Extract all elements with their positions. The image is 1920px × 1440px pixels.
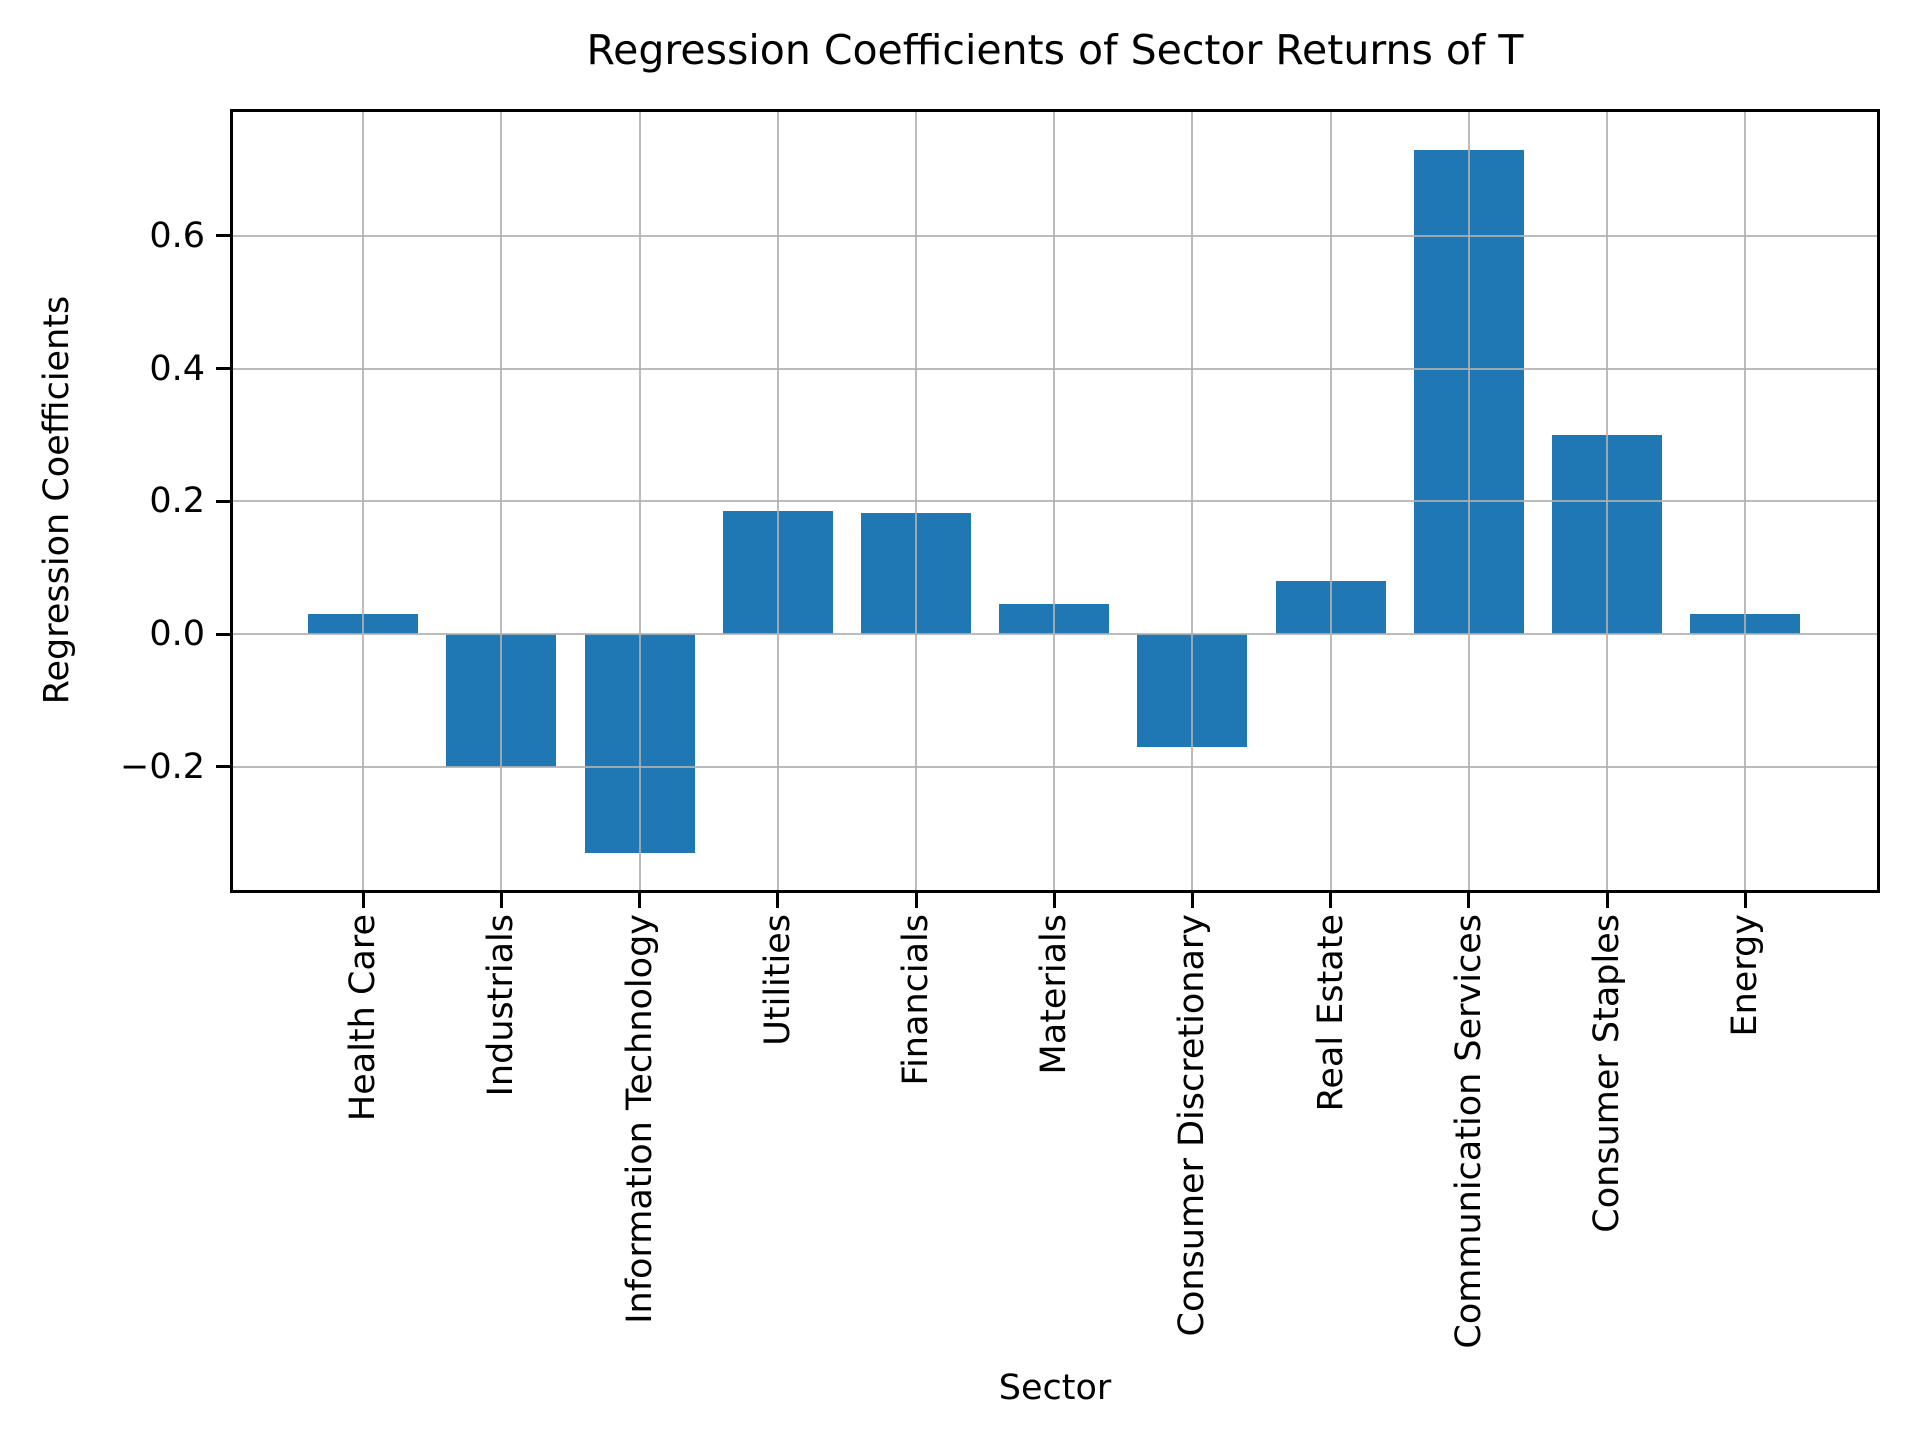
x-tick-label-materials: Materials bbox=[1034, 914, 1074, 1074]
y-tick-0.6 bbox=[216, 234, 231, 238]
x-tick-communication-services bbox=[1467, 893, 1471, 908]
x-tick-label-consumer-discretionary: Consumer Discretionary bbox=[1172, 914, 1212, 1337]
y-tick-label-0.6: 0.6 bbox=[149, 215, 205, 256]
x-tick-information-technology bbox=[638, 893, 642, 908]
y-tick-label-−0.2: −0.2 bbox=[120, 746, 205, 787]
x-tick-label-text-consumer-staples: Consumer Staples bbox=[1587, 914, 1627, 1233]
y-gridline-0.4 bbox=[232, 367, 1878, 370]
x-tick-label-communication-services: Communication Services bbox=[1449, 914, 1489, 1349]
x-tick-label-text-health-care: Health Care bbox=[343, 914, 384, 1122]
y-tick-0.2 bbox=[216, 499, 231, 503]
x-tick-label-consumer-staples: Consumer Staples bbox=[1587, 914, 1627, 1233]
y-gridline-0.2 bbox=[232, 500, 1878, 503]
x-tick-financials bbox=[914, 893, 918, 908]
x-tick-label-text-financials: Financials bbox=[896, 914, 936, 1086]
y-gridline-−0.2 bbox=[232, 765, 1878, 768]
y-gridline-0.6 bbox=[232, 234, 1878, 237]
x-tick-label-health-care: Health Care bbox=[343, 914, 383, 1121]
x-tick-label-information-technology: Information Technology bbox=[620, 914, 660, 1324]
x-tick-real-estate bbox=[1329, 893, 1333, 908]
x-tick-label-utilities: Utilities bbox=[758, 914, 798, 1046]
x-tick-label-real-estate: Real Estate bbox=[1311, 914, 1351, 1111]
x-tick-label-text-consumer-discretionary: Consumer Discretionary bbox=[1172, 914, 1213, 1337]
x-tick-consumer-staples bbox=[1605, 893, 1609, 908]
x-tick-utilities bbox=[776, 893, 780, 908]
x-tick-materials bbox=[1052, 893, 1056, 908]
x-tick-label-text-energy: Energy bbox=[1725, 914, 1766, 1037]
y-tick-−0.2 bbox=[216, 765, 231, 769]
y-tick-label-0.2: 0.2 bbox=[149, 481, 205, 522]
y-tick-0.4 bbox=[216, 367, 231, 371]
x-tick-health-care bbox=[361, 893, 365, 908]
y-tick-label-0.0: 0.0 bbox=[149, 614, 205, 654]
x-tick-label-energy: Energy bbox=[1725, 914, 1765, 1037]
x-tick-energy bbox=[1743, 893, 1747, 908]
y-gridline-0.0 bbox=[232, 633, 1878, 635]
x-tick-label-financials: Financials bbox=[896, 914, 936, 1086]
x-tick-label-text-communication-services: Communication Services bbox=[1448, 914, 1489, 1349]
chart-title: Regression Coefficients of Sector Return… bbox=[586, 26, 1524, 74]
x-tick-label-text-industrials: Industrials bbox=[481, 914, 522, 1097]
x-tick-label-text-materials: Materials bbox=[1034, 914, 1075, 1075]
x-axis-label: Sector bbox=[998, 1368, 1112, 1408]
x-tick-label-text-real-estate: Real Estate bbox=[1310, 914, 1351, 1112]
y-tick-label-0.4: 0.4 bbox=[149, 348, 205, 389]
x-tick-industrials bbox=[499, 893, 503, 908]
x-tick-label-text-utilities: Utilities bbox=[757, 914, 798, 1046]
y-tick-0.0 bbox=[216, 632, 231, 636]
x-tick-consumer-discretionary bbox=[1190, 893, 1194, 908]
x-tick-label-text-information-technology: Information Technology bbox=[619, 914, 660, 1324]
x-tick-label-industrials: Industrials bbox=[481, 914, 521, 1096]
